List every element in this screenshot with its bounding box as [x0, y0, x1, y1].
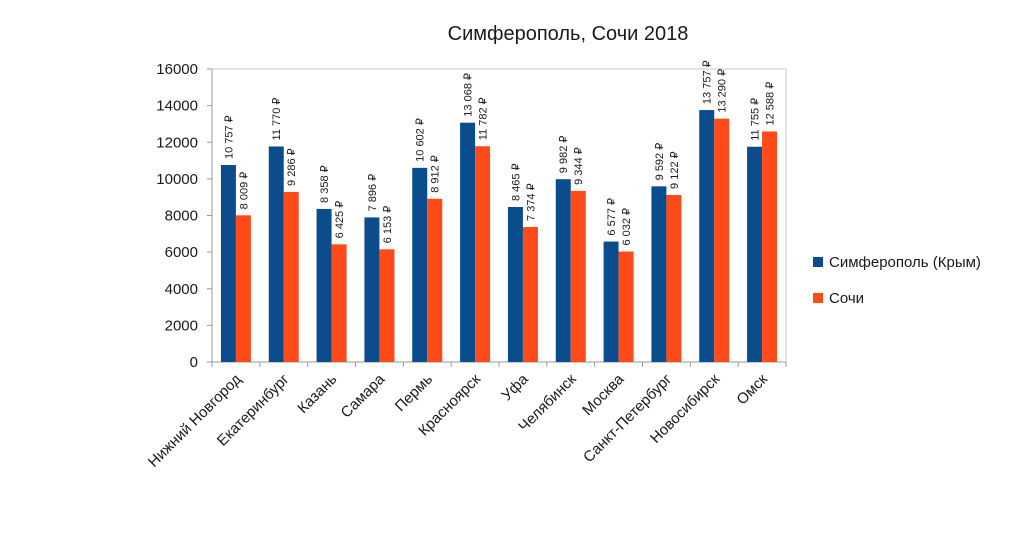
- data-label: 9 592 ₽: [654, 143, 666, 181]
- bar-simferopol: [268, 146, 284, 362]
- x-category-label: Москва: [579, 370, 628, 419]
- bar-simferopol: [507, 206, 523, 362]
- bar-sochi: [522, 226, 538, 362]
- x-category-label: Омск: [733, 371, 771, 409]
- bar-sochi: [475, 146, 491, 362]
- legend-label-sochi: Сочи: [829, 290, 864, 307]
- bar-sochi: [762, 131, 778, 362]
- bar-simferopol: [364, 217, 380, 362]
- y-tick-label: 16000: [156, 61, 198, 78]
- legend: Симферополь (Крым) Сочи: [813, 254, 981, 307]
- bar-simferopol: [603, 241, 619, 362]
- data-label: 11 755 ₽: [750, 98, 762, 141]
- bar-simferopol: [412, 167, 428, 362]
- bar-sochi: [618, 251, 634, 362]
- data-label: 10 602 ₽: [415, 118, 427, 162]
- y-tick-label: 14000: [156, 98, 198, 115]
- y-tick-label: 2000: [165, 317, 198, 334]
- bar-sochi: [283, 191, 299, 362]
- data-label: 9 122 ₽: [669, 151, 681, 189]
- data-label: 11 782 ₽: [478, 97, 490, 140]
- data-label: 7 374 ₽: [525, 183, 537, 221]
- data-label: 6 032 ₽: [621, 208, 633, 246]
- bar-simferopol: [316, 208, 332, 362]
- legend-swatch-sochi: [813, 293, 823, 303]
- data-label: 11 770 ₽: [271, 98, 283, 141]
- data-label: 6 153 ₽: [382, 206, 394, 244]
- x-category-label: Казань: [294, 371, 340, 417]
- data-label: 8 358 ₽: [319, 165, 331, 203]
- x-category-label: Пермь: [392, 371, 436, 415]
- y-axis-ticks: 0 2000 4000 6000 8000 10000 12000 14000 16000: [156, 61, 212, 371]
- bar-sochi: [714, 118, 730, 362]
- bar-sochi: [235, 215, 251, 362]
- bar-sochi: [427, 198, 443, 362]
- data-label: 9 982 ₽: [558, 136, 570, 174]
- data-label: 7 896 ₽: [367, 174, 379, 212]
- bar-sochi: [379, 249, 395, 362]
- y-tick-label: 8000: [165, 208, 198, 225]
- data-label: 12 588 ₽: [765, 82, 777, 126]
- data-label: 13 757 ₽: [702, 60, 714, 104]
- data-label: 10 757 ₽: [223, 115, 235, 159]
- data-label: 8 465 ₽: [510, 163, 522, 201]
- data-label: 9 286 ₽: [286, 148, 298, 186]
- data-label: 13 068 ₽: [463, 73, 475, 117]
- bars-group: [220, 110, 778, 362]
- chart-title: Симферополь, Сочи 2018: [448, 23, 689, 45]
- bar-sochi: [666, 194, 682, 362]
- bar-sochi: [331, 244, 347, 362]
- y-tick-label: 4000: [165, 281, 198, 298]
- data-label: 6 425 ₽: [334, 201, 346, 239]
- bar-sochi: [570, 190, 586, 362]
- data-label: 6 577 ₽: [606, 198, 618, 236]
- data-label: 8 009 ₽: [238, 172, 250, 210]
- data-label: 9 344 ₽: [573, 147, 585, 185]
- x-category-label: Санкт-Петербург: [580, 370, 676, 466]
- legend-swatch-simferopol: [813, 257, 823, 267]
- bar-simferopol: [699, 110, 715, 362]
- y-tick-label: 12000: [156, 134, 198, 151]
- y-tick-label: 6000: [165, 244, 198, 261]
- bar-simferopol: [555, 179, 571, 362]
- data-label: 8 912 ₽: [430, 155, 442, 193]
- bar-simferopol: [460, 122, 476, 362]
- bar-simferopol: [220, 165, 236, 362]
- y-tick-label: 10000: [156, 171, 198, 188]
- x-category-label: Самара: [338, 370, 389, 421]
- legend-label-simferopol: Симферополь (Крым): [829, 254, 981, 271]
- x-category-label: Уфа: [498, 370, 532, 404]
- bar-simferopol: [747, 146, 763, 362]
- y-tick-label: 0: [190, 354, 198, 371]
- bar-simferopol: [651, 186, 667, 362]
- data-labels-group: 10 757 ₽ 8 009 ₽ 11 770 ₽9 286 ₽ 8 358 ₽6 4…: [223, 60, 776, 245]
- data-label: 13 290 ₽: [717, 69, 729, 113]
